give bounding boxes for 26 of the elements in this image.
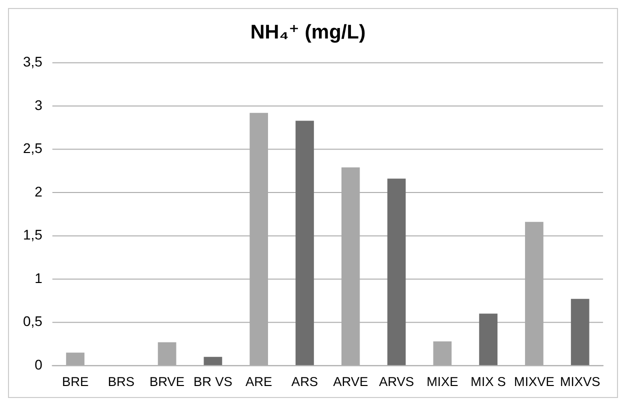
bar (570, 298, 590, 366)
y-tick-label: 3,5 (22, 54, 43, 70)
y-tick-label: 3 (34, 96, 43, 113)
bar (479, 314, 498, 366)
y-tick-label: 2 (34, 183, 43, 200)
x-tick-label: MIXVE (514, 374, 555, 389)
y-tick-label: 1 (34, 270, 43, 286)
x-tick-label: MIX S (470, 374, 506, 389)
x-tick-label: ARE (246, 374, 273, 389)
x-tick-label: ARS (291, 374, 318, 389)
x-tick-label: BRS (108, 374, 135, 389)
y-tick-label: 1,5 (22, 226, 43, 243)
x-tick-label: ARVE (333, 374, 369, 389)
x-tick-label: MIXE (426, 374, 459, 389)
x-tick-label: BRVE (150, 374, 185, 389)
x-tick-label: ARVS (379, 374, 414, 389)
chart-title: NH₄⁺ (mg/L) (250, 21, 366, 44)
bar (204, 356, 222, 366)
bar (296, 120, 314, 366)
x-tick-label: BR VS (194, 374, 233, 389)
y-tick-label: 0 (34, 356, 43, 372)
x-tick-label: MIXVS (560, 374, 601, 389)
y-tick-label: 0,5 (22, 313, 43, 330)
y-tick-label: 2,5 (22, 140, 43, 156)
bar (387, 178, 406, 366)
x-tick-label: BRE (62, 374, 89, 389)
